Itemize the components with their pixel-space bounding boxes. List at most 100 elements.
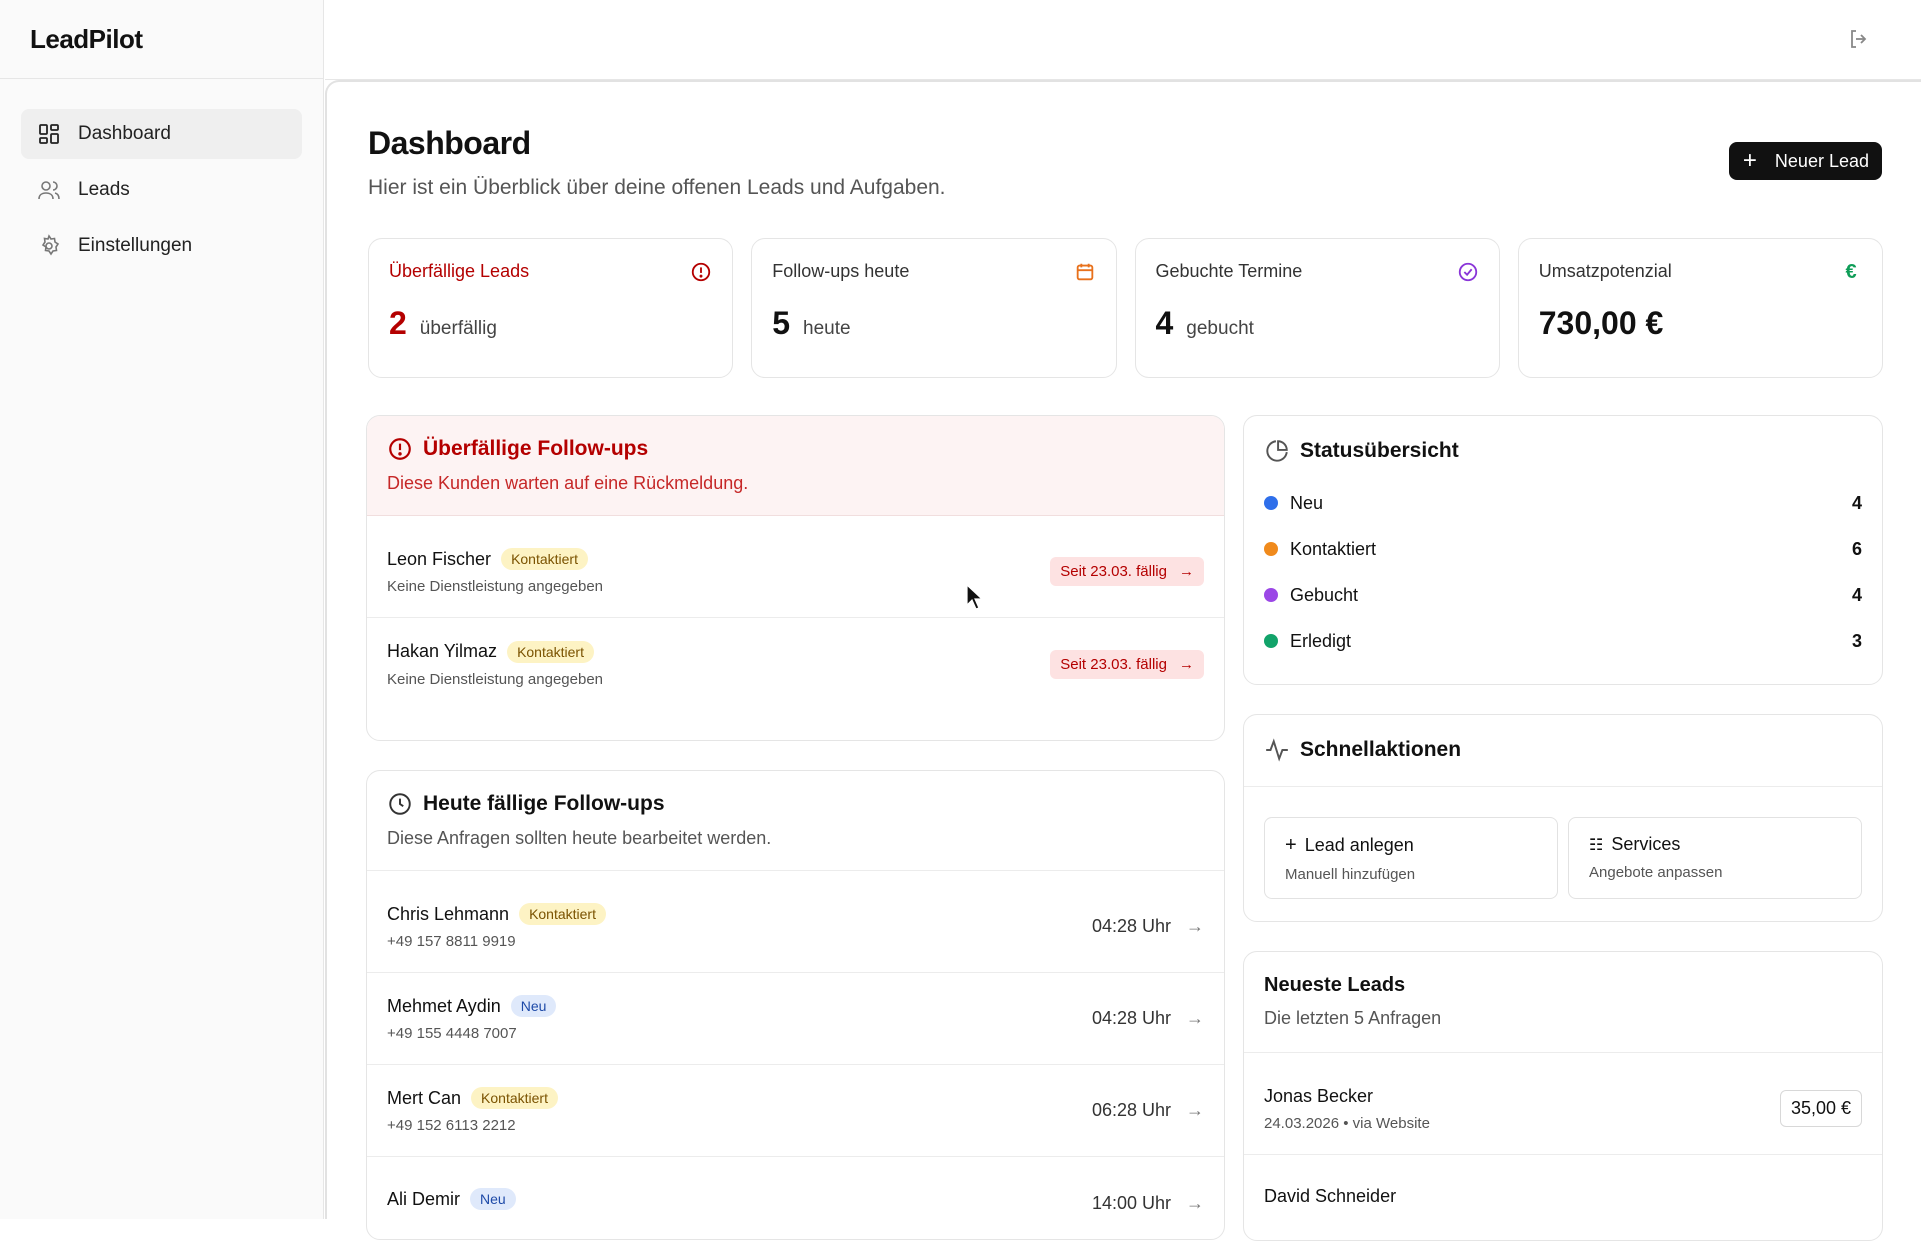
card-header: Überfällige Follow-ups Diese Kunden wart… <box>367 416 1224 516</box>
sidebar-item-label: Leads <box>78 179 130 201</box>
lead-phone: +49 155 4448 7007 <box>387 1025 556 1042</box>
status-badge: Neu <box>470 1188 516 1210</box>
new-lead-button[interactable]: + Neuer Lead <box>1729 142 1882 180</box>
due-time: 04:28 Uhr <box>1092 916 1171 937</box>
card-header: Neueste Leads Die letzten 5 Anfragen <box>1244 952 1882 1053</box>
lead-name: Chris Lehmann <box>387 904 509 925</box>
due-label: Seit 23.03. fällig <box>1060 563 1167 580</box>
card-title: Statusübersicht <box>1300 439 1459 463</box>
action-title: Services <box>1611 834 1680 855</box>
due-badge[interactable]: Seit 23.03. fällig → <box>1050 557 1204 586</box>
list-item[interactable]: Mert Can Kontaktiert +49 152 6113 2212 06… <box>367 1065 1224 1157</box>
lead-service: Keine Dienstleistung angegeben <box>387 671 603 688</box>
lead-name: Hakan Yilmaz <box>387 641 497 662</box>
due-badge[interactable]: Seit 23.03. fällig→ <box>1050 650 1204 679</box>
services-action[interactable]: ☷ Services Angebote anpassen <box>1568 817 1862 899</box>
status-dot <box>1264 588 1278 602</box>
arrow-right-icon[interactable]: → <box>1186 1008 1204 1029</box>
gear-icon <box>37 234 61 258</box>
calendar-icon <box>1074 261 1096 283</box>
list-item[interactable]: David Schneider <box>1244 1155 1882 1241</box>
lead-name: Ali Demir <box>387 1189 460 1210</box>
stat-card-followups[interactable]: Follow-ups heute 5 heute <box>751 238 1116 378</box>
due-label: Seit 23.03. fällig <box>1060 656 1167 673</box>
euro-icon: € <box>1840 261 1862 283</box>
plus-icon: + <box>1743 149 1757 173</box>
sidebar-item-label: Dashboard <box>78 123 171 145</box>
status-label: Kontaktiert <box>1290 539 1376 560</box>
stat-value: 2 <box>389 305 407 342</box>
stat-unit: heute <box>803 318 851 340</box>
status-item-gebucht: Gebucht 4 <box>1264 572 1862 618</box>
arrow-right-icon: → <box>1179 563 1194 580</box>
stat-label: Follow-ups heute <box>772 261 1095 282</box>
card-title: Heute fällige Follow-ups <box>423 792 665 816</box>
card-header: Heute fällige Follow-ups Diese Anfragen … <box>367 771 1224 871</box>
status-dot <box>1264 496 1278 510</box>
logout-icon[interactable] <box>1847 27 1871 51</box>
lead-meta: 24.03.2026 • via Website <box>1264 1115 1430 1132</box>
clock-icon <box>387 791 413 817</box>
new-lead-label: Neuer Lead <box>1775 151 1869 172</box>
page-subtitle: Hier ist ein Überblick über deine offene… <box>368 176 1883 200</box>
status-badge: Kontaktiert <box>501 548 588 570</box>
stat-value: 730,00 € <box>1539 305 1664 342</box>
arrow-right-icon[interactable]: → <box>1186 1100 1204 1121</box>
lead-phone: +49 152 6113 2212 <box>387 1117 558 1134</box>
today-followups-card: Heute fällige Follow-ups Diese Anfragen … <box>366 770 1225 1240</box>
card-title: Neueste Leads <box>1264 974 1862 997</box>
status-badge: Kontaktiert <box>471 1087 558 1109</box>
sidebar-nav: Dashboard Leads Einstellungen <box>0 79 323 307</box>
status-badge: Kontaktiert <box>519 903 606 925</box>
status-dot <box>1264 634 1278 648</box>
list-item[interactable]: Ali Demir Neu 14:00 Uhr → <box>367 1157 1224 1240</box>
dashboard-icon <box>37 122 61 146</box>
lead-name: Jonas Becker <box>1264 1086 1430 1107</box>
app-logo[interactable]: LeadPilot <box>0 0 323 79</box>
list-checks-icon: ☷ <box>1589 835 1603 855</box>
stat-value: 4 <box>1156 305 1174 342</box>
overdue-followups-card: Überfällige Follow-ups Diese Kunden wart… <box>366 415 1225 741</box>
lead-name: Mert Can <box>387 1088 461 1109</box>
list-item[interactable]: Jonas Becker 24.03.2026 • via Website 35… <box>1244 1063 1882 1155</box>
stat-card-revenue[interactable]: Umsatzpotenzial € 730,00 € <box>1518 238 1883 378</box>
arrow-right-icon[interactable]: → <box>1186 916 1204 937</box>
due-time: 14:00 Uhr <box>1092 1193 1171 1214</box>
status-count: 4 <box>1852 585 1862 606</box>
arrow-right-icon[interactable]: → <box>1186 1193 1204 1214</box>
sidebar-item-dashboard[interactable]: Dashboard <box>21 109 302 159</box>
status-count: 4 <box>1852 493 1862 514</box>
stat-value: 5 <box>772 305 790 342</box>
quick-actions-card: Schnellaktionen +Lead anlegen Manuell hi… <box>1243 714 1883 922</box>
due-time: 04:28 Uhr <box>1092 1008 1171 1029</box>
status-dot <box>1264 542 1278 556</box>
due-time: 06:28 Uhr <box>1092 1100 1171 1121</box>
stat-unit: überfällig <box>420 318 497 340</box>
status-label: Gebucht <box>1290 585 1358 606</box>
stat-label: Gebuchte Termine <box>1156 261 1479 282</box>
lead-name: Mehmet Aydin <box>387 996 501 1017</box>
action-subtitle: Manuell hinzufügen <box>1285 866 1537 883</box>
status-count: 3 <box>1852 631 1862 652</box>
lead-service: Keine Dienstleistung angegeben <box>387 578 603 595</box>
sidebar-item-leads[interactable]: Leads <box>21 165 302 215</box>
sidebar-item-settings[interactable]: Einstellungen <box>21 221 302 271</box>
status-label: Neu <box>1290 493 1323 514</box>
add-lead-action[interactable]: +Lead anlegen Manuell hinzufügen <box>1264 817 1558 899</box>
lead-name: David Schneider <box>1264 1186 1396 1207</box>
action-subtitle: Angebote anpassen <box>1589 864 1841 881</box>
sidebar-item-label: Einstellungen <box>78 235 192 257</box>
activity-icon <box>1264 737 1290 763</box>
pie-chart-icon <box>1264 438 1290 464</box>
mouse-cursor-icon <box>966 584 984 610</box>
price-badge: 35,00 € <box>1780 1090 1862 1127</box>
